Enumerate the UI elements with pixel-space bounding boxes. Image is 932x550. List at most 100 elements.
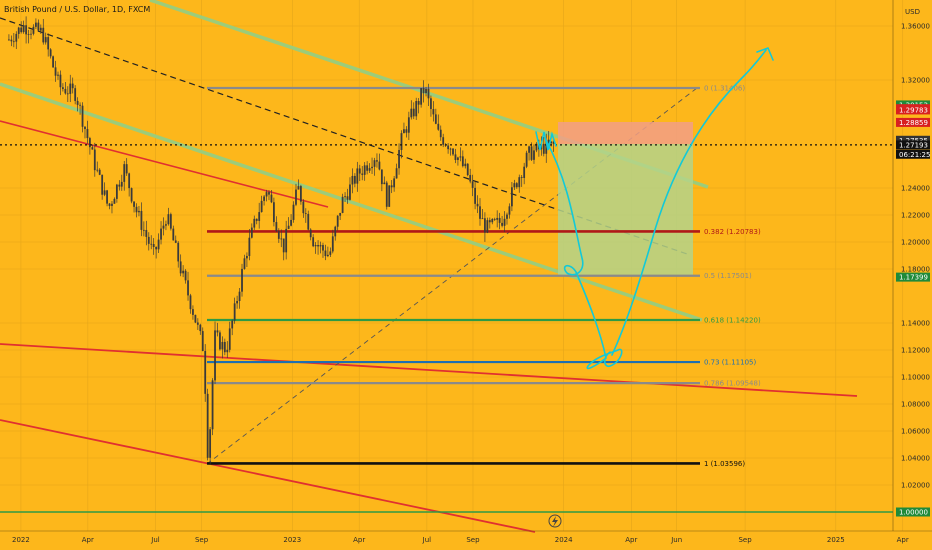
candle-body xyxy=(91,147,94,150)
candle-body xyxy=(312,237,315,247)
candle-body xyxy=(295,189,297,205)
candle-body xyxy=(93,149,96,171)
candle-body xyxy=(469,175,472,182)
candle-body xyxy=(552,141,555,144)
price-axis[interactable]: 1.36000 1.32000 1.24000 1.22000 1.20000 1.180… xyxy=(901,23,930,490)
price-tag-label: 1.00000 xyxy=(899,509,928,517)
candle-body xyxy=(15,33,18,42)
candle-body xyxy=(285,228,288,253)
candle-body xyxy=(430,98,432,110)
candle-body xyxy=(35,22,37,27)
candle-body xyxy=(189,295,192,310)
candle-body xyxy=(508,206,511,215)
candle-body xyxy=(302,201,305,214)
candle-body xyxy=(135,206,138,213)
candle-body xyxy=(415,101,418,117)
candle-body xyxy=(231,320,234,329)
price-tag-bg xyxy=(896,149,930,159)
candle-body xyxy=(174,240,177,243)
candle-body xyxy=(476,203,479,207)
candle-body xyxy=(201,331,204,351)
candle-body xyxy=(530,146,533,160)
candle-body xyxy=(385,182,388,207)
candle-body xyxy=(371,166,373,169)
x-tick-label: Jun xyxy=(670,536,682,544)
candle-body xyxy=(214,330,216,381)
candle-body xyxy=(84,126,86,130)
candle-body xyxy=(400,133,403,151)
candle-body xyxy=(378,161,381,170)
candle-body xyxy=(123,164,126,182)
y-tick-label: 1.36000 xyxy=(901,23,930,31)
candle-body xyxy=(64,88,67,94)
candle-body xyxy=(233,303,236,321)
x-tick-label: 2025 xyxy=(827,536,845,544)
candle-body xyxy=(329,251,332,255)
candle-body xyxy=(120,181,123,187)
candle-body xyxy=(27,34,30,35)
candle-body xyxy=(37,22,40,31)
fib-level-label: 0.73 (1.11105) xyxy=(704,359,756,367)
candle-body xyxy=(8,39,10,41)
candle-body xyxy=(128,173,131,189)
candle-body xyxy=(535,143,538,151)
candle-body xyxy=(20,27,23,33)
candle-body xyxy=(427,88,430,99)
candle-body xyxy=(101,174,104,195)
candle-body xyxy=(457,157,459,160)
candle-body xyxy=(434,114,437,124)
candle-body xyxy=(118,184,121,187)
candle-body xyxy=(454,154,457,160)
candle-body xyxy=(324,250,327,257)
candle-body xyxy=(290,219,292,226)
candle-body xyxy=(479,206,481,219)
candle-body xyxy=(42,27,45,43)
candle-body xyxy=(142,229,145,231)
candle-body xyxy=(439,129,442,138)
candle-body xyxy=(162,225,165,229)
candle-body xyxy=(488,220,491,223)
candle-body xyxy=(349,184,351,200)
fib-level-label: 0.382 (1.20783) xyxy=(704,228,761,236)
lightning-icon[interactable] xyxy=(548,514,562,528)
candle-body xyxy=(388,185,391,207)
x-tick-label: 2022 xyxy=(12,536,30,544)
candle-body xyxy=(204,350,207,394)
candle-body xyxy=(184,270,187,281)
candle-body xyxy=(57,74,59,76)
candle-body xyxy=(361,173,364,175)
price-tag-bg xyxy=(896,105,930,115)
price-tag-label: 1.27193 xyxy=(899,141,928,149)
projection-drawing xyxy=(535,47,774,370)
y-tick-label: 1.20000 xyxy=(901,239,930,247)
y-tick-label: 1.02000 xyxy=(901,482,930,490)
candle-body xyxy=(238,291,241,301)
candle-body xyxy=(464,163,467,167)
candle-body xyxy=(182,270,185,274)
y-tick-label: 1.12000 xyxy=(901,347,930,355)
time-axis[interactable]: 2022 Apr Jul Sep 2023 Apr Jul Sep 2024 Apr Jun Sep 2… xyxy=(12,536,909,544)
candle-body xyxy=(319,245,322,247)
candle-body xyxy=(165,224,167,226)
candle-body xyxy=(22,25,25,33)
candle-body xyxy=(304,213,307,214)
x-tick-label: Apr xyxy=(625,536,637,544)
y-tick-label: 1.22000 xyxy=(901,212,930,220)
candle-body xyxy=(106,190,108,204)
candle-body xyxy=(525,152,528,167)
candlesticks xyxy=(8,16,555,465)
candle-body xyxy=(98,169,101,175)
y-tick-label: 1.04000 xyxy=(901,455,930,463)
price-tag-bg xyxy=(896,272,930,282)
candle-body xyxy=(292,204,295,220)
fib-level-label: 1 (1.03596) xyxy=(704,460,745,468)
candle-body xyxy=(513,183,516,188)
candle-body xyxy=(255,218,258,221)
price-tag-bg xyxy=(896,140,930,150)
candle-body xyxy=(32,26,35,34)
candle-body xyxy=(155,246,158,250)
candle-body xyxy=(407,117,410,133)
candle-body xyxy=(226,349,229,353)
